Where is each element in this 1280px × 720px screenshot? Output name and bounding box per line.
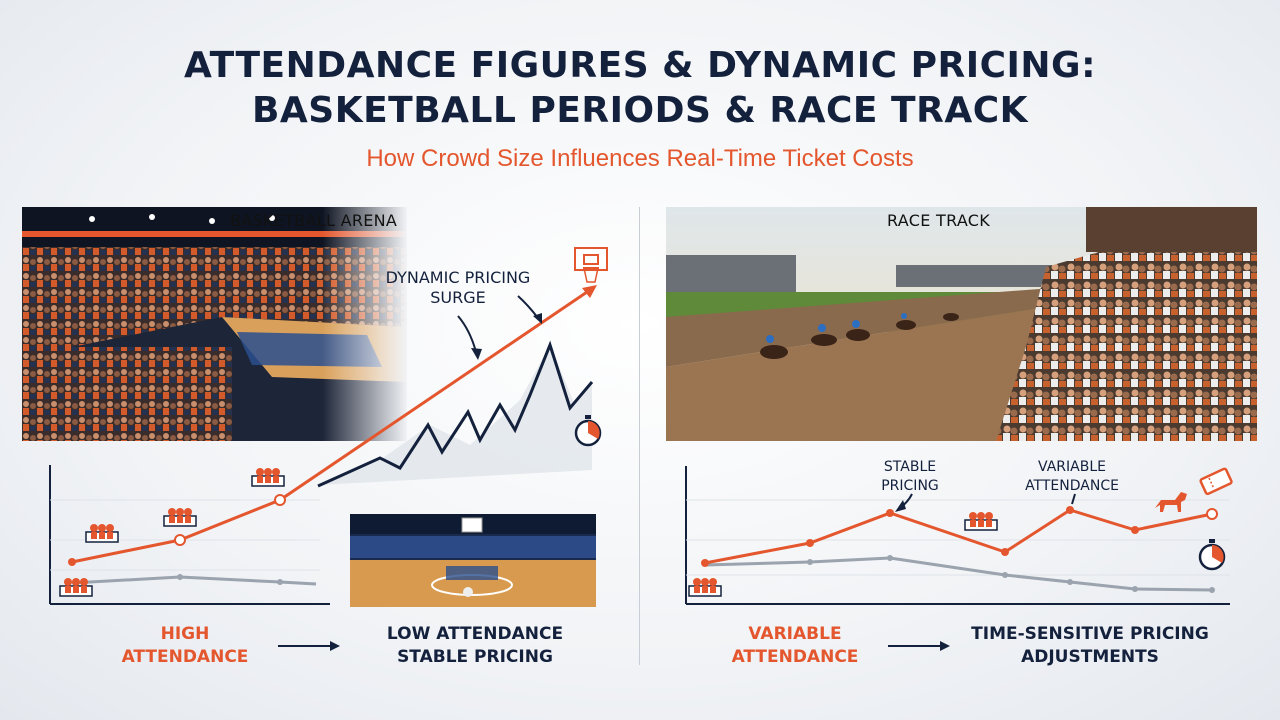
left-bottom-label-low-attendance: LOW ATTENDANCE STABLE PRICING [355, 623, 595, 669]
right-bottom-left-line-2: ATTENDANCE [731, 647, 859, 667]
left-chart [49, 247, 608, 651]
crowd-icon [163, 508, 197, 527]
left-bottom-left-line-1: HIGH [160, 624, 210, 644]
left-bottom-right-line-2: STABLE PRICING [397, 647, 553, 667]
surge-note: DYNAMIC PRICING SURGE [358, 268, 558, 308]
rising-arrowhead [582, 285, 597, 298]
right-bottom-label-time-sensitive: TIME-SENSITIVE PRICING ADJUSTMENTS [950, 623, 1230, 669]
right-bottom-left-line-1: VARIABLE [748, 624, 842, 644]
left-bottom-right-line-1: LOW ATTENDANCE [386, 624, 564, 644]
right-bottom-right-line-2: ADJUSTMENTS [1021, 647, 1159, 667]
variable-note-line-2: ATTENDANCE [1025, 478, 1119, 494]
arrow-right-icon [888, 641, 950, 651]
left-point [68, 558, 76, 566]
right-price-line [704, 508, 1213, 565]
stopwatch-icon [1198, 539, 1226, 571]
basketball-arena-label: BASKETBALL ARENA [230, 211, 398, 230]
ticket-icon [1199, 467, 1233, 496]
basketball-hoop-icon [574, 247, 608, 283]
left-bottom-label-high-attendance: HIGH ATTENDANCE [100, 623, 270, 669]
stable-pricing-note: STABLE PRICING [850, 458, 970, 496]
arrow-right-icon [278, 641, 340, 651]
page-title-line-2: BASKETBALL PERIODS & RACE TRACK [251, 90, 1029, 131]
basketball-arena-photo [22, 207, 407, 441]
right-bottom-right-line-1: TIME-SENSITIVE PRICING [971, 624, 1209, 644]
crowd-icon [251, 468, 285, 487]
race-track-label: RACE TRACK [887, 211, 991, 230]
stable-note-line-1: STABLE [883, 459, 937, 475]
panel-divider [639, 207, 640, 665]
horse-icon [1155, 492, 1187, 512]
crowd-icon [59, 578, 93, 597]
stable-note-line-2: PRICING [881, 478, 939, 494]
variable-attendance-note: VARIABLE ATTENDANCE [1007, 458, 1137, 496]
surge-price-line [317, 340, 594, 488]
left-gray-line [71, 575, 317, 586]
right-bottom-label-variable-attendance: VARIABLE ATTENDANCE [710, 623, 880, 669]
crowd-icon [688, 578, 722, 597]
left-point [174, 534, 186, 546]
empty-court-photo [350, 514, 596, 607]
variable-note-line-1: VARIABLE [1038, 459, 1106, 475]
attendance-rising-line [71, 288, 591, 564]
left-bottom-left-line-2: ATTENDANCE [121, 647, 249, 667]
page-title-line-1: ATTENDANCE FIGURES & DYNAMIC PRICING: [184, 45, 1096, 86]
surge-note-line-2: SURGE [430, 288, 486, 307]
crowd-icon [964, 512, 998, 531]
left-point [274, 494, 286, 506]
surge-note-line-1: DYNAMIC PRICING [385, 268, 531, 287]
race-track-photo [666, 207, 1257, 441]
right-gray-line [704, 556, 1213, 592]
surge-area [320, 345, 592, 485]
page-subtitle: How Crowd Size Influences Real-Time Tick… [366, 145, 914, 172]
stopwatch-icon [574, 415, 602, 447]
crowd-icon [85, 524, 119, 543]
